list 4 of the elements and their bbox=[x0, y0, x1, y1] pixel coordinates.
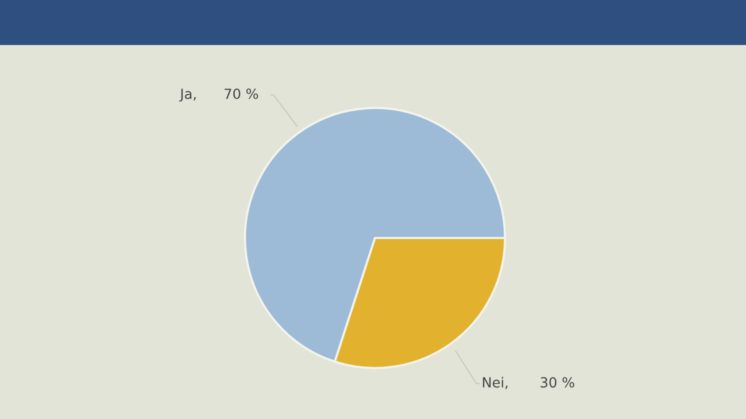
data-label: , 70 % bbox=[194, 88, 258, 100]
data-label: , 30 % bbox=[505, 377, 574, 390]
slice-label: Nei bbox=[482, 376, 504, 388]
slice-label: Ja bbox=[179, 88, 192, 102]
